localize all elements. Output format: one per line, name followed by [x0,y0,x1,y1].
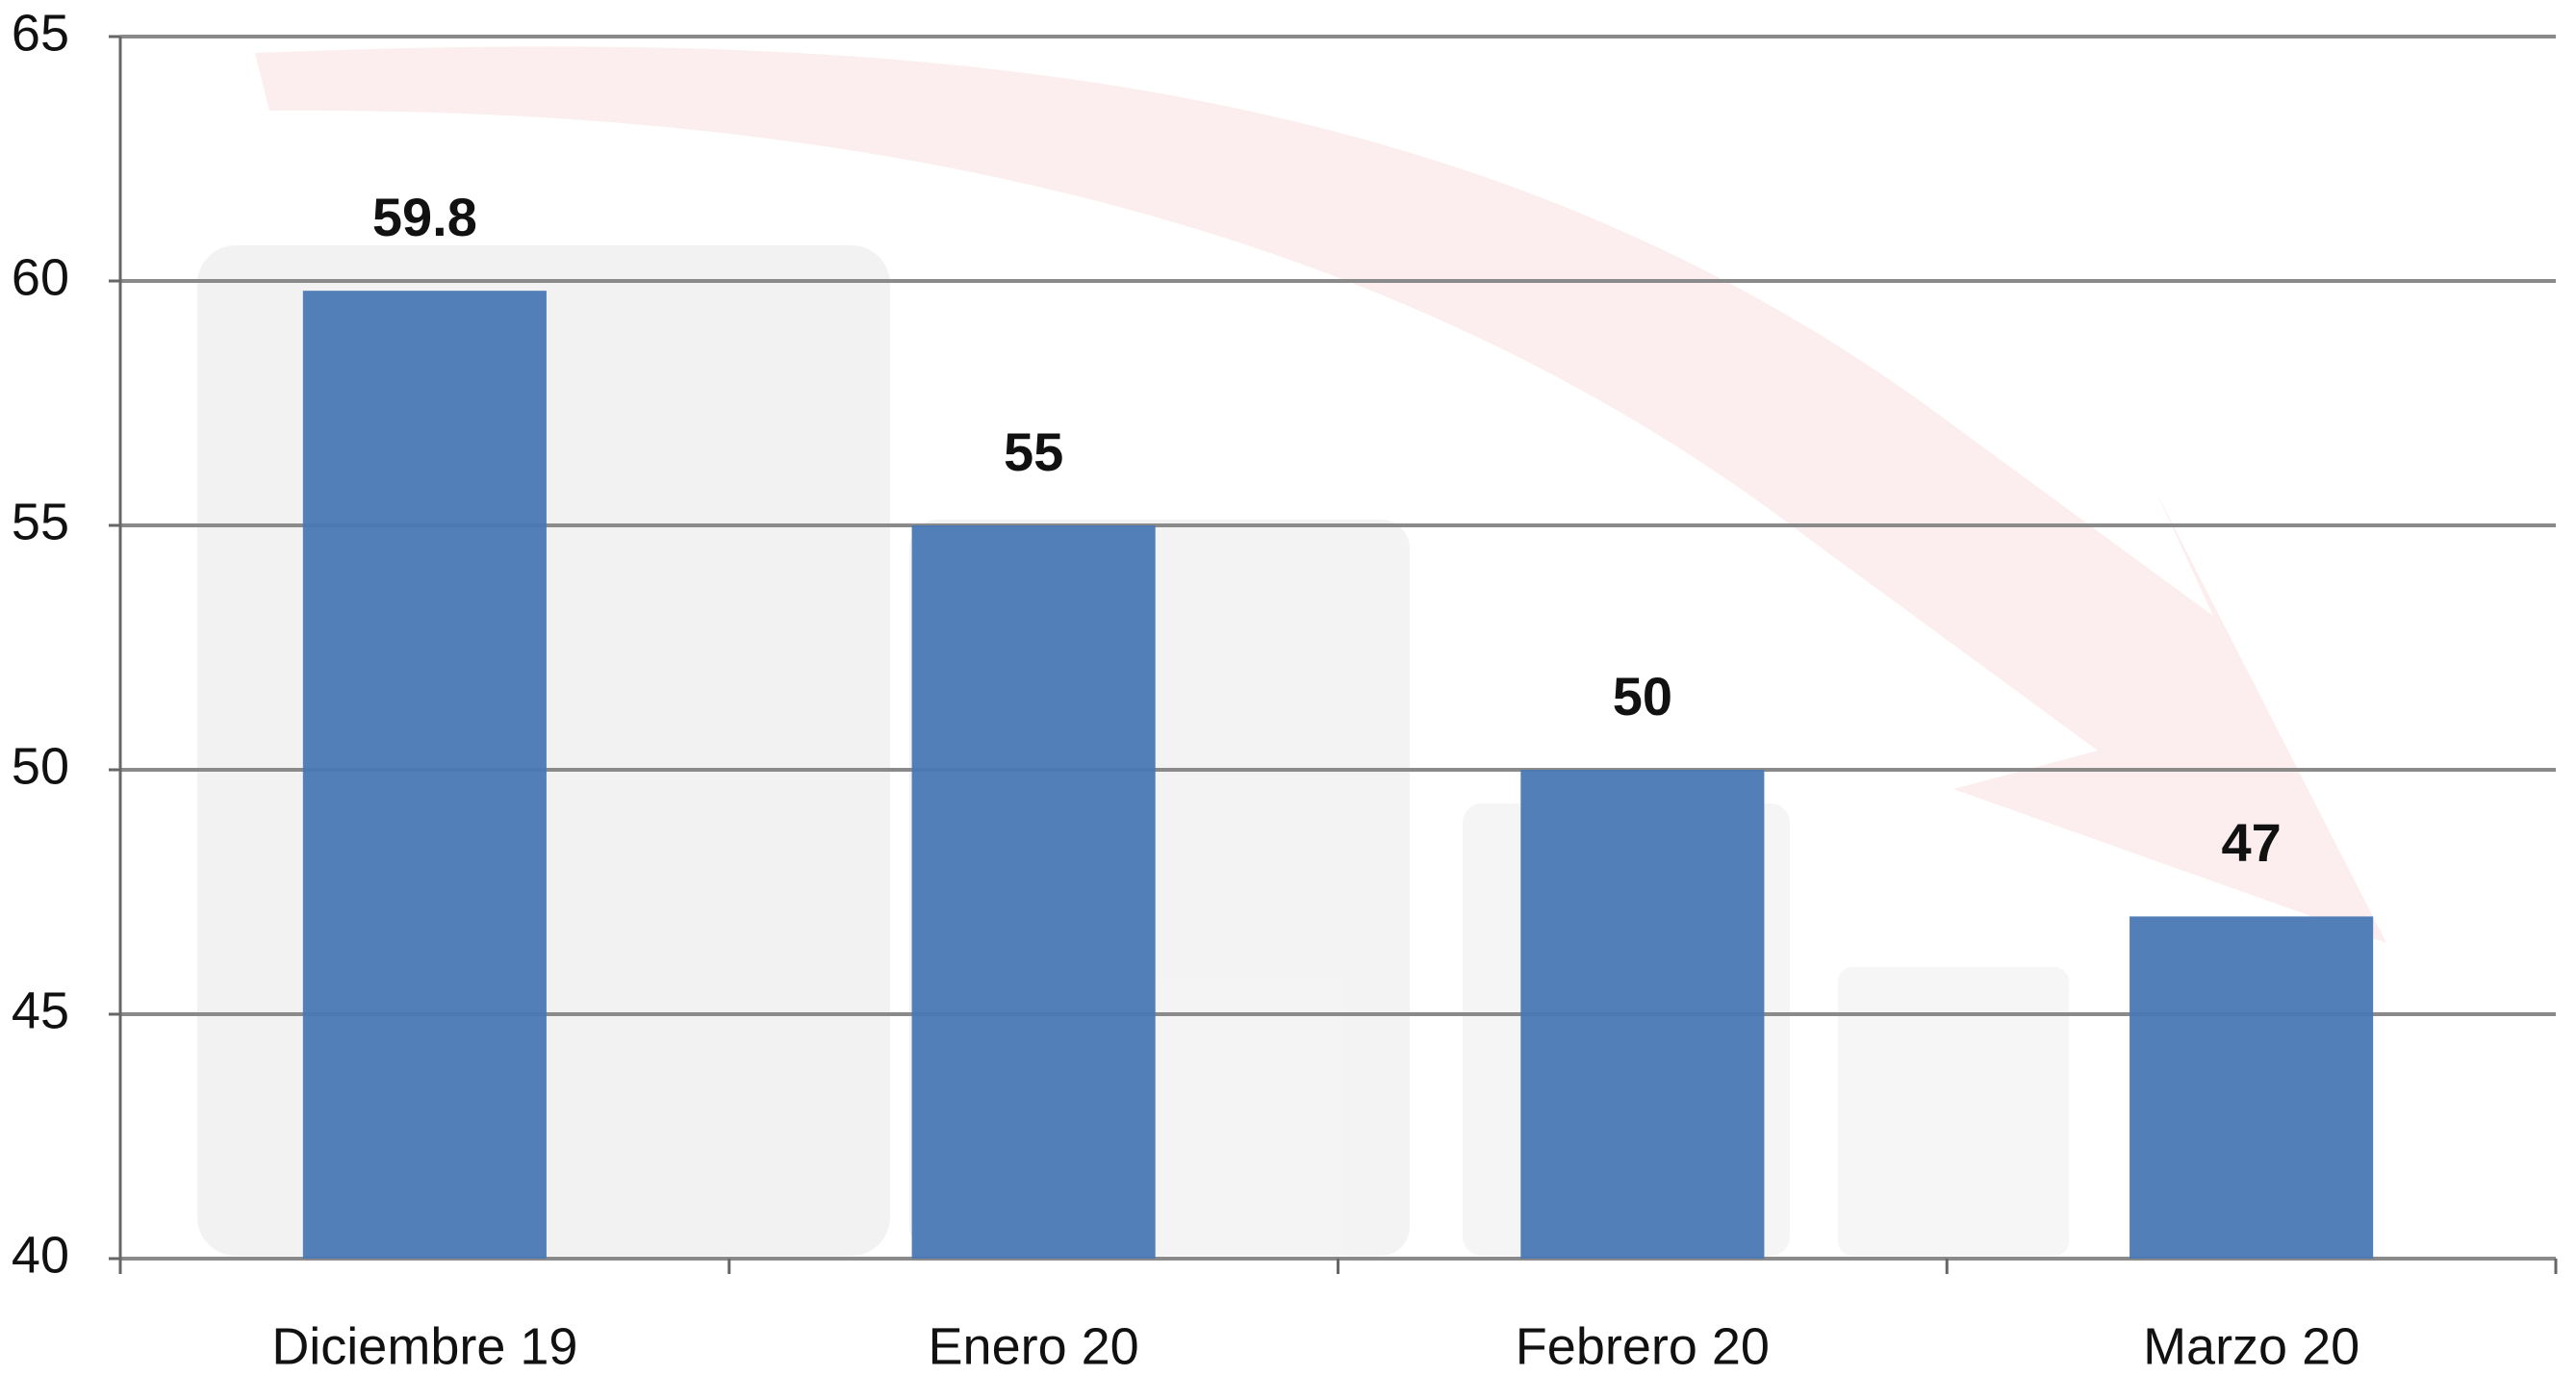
bar [911,525,1156,1259]
y-tick-label: 45 [12,981,69,1039]
arrow-decoration [255,46,2386,943]
y-tick-label: 55 [12,493,69,550]
value-label: 50 [1613,666,1672,726]
barrel-decoration [1838,967,2069,1256]
value-label: 47 [2221,812,2281,873]
x-tick-label: Enero 20 [929,1317,1139,1375]
x-tick-label: Febrero 20 [1516,1317,1770,1375]
bar [1520,770,1765,1259]
x-tick-label: Diciembre 19 [271,1317,577,1375]
value-label: 59.8 [372,187,477,247]
y-tick-label: 65 [12,4,69,62]
x-tick-label: Marzo 20 [2143,1317,2359,1375]
value-label: 55 [1004,421,1063,482]
bar [2130,916,2374,1259]
bar [302,291,547,1259]
y-tick-label: 40 [12,1226,69,1284]
y-tick-label: 50 [12,737,69,795]
plot-area: 40 45 50 55 60 65 Diciembre 19 59.8 Enero 20 55 Fe… [12,4,2558,1375]
y-tick-label: 60 [12,248,69,306]
